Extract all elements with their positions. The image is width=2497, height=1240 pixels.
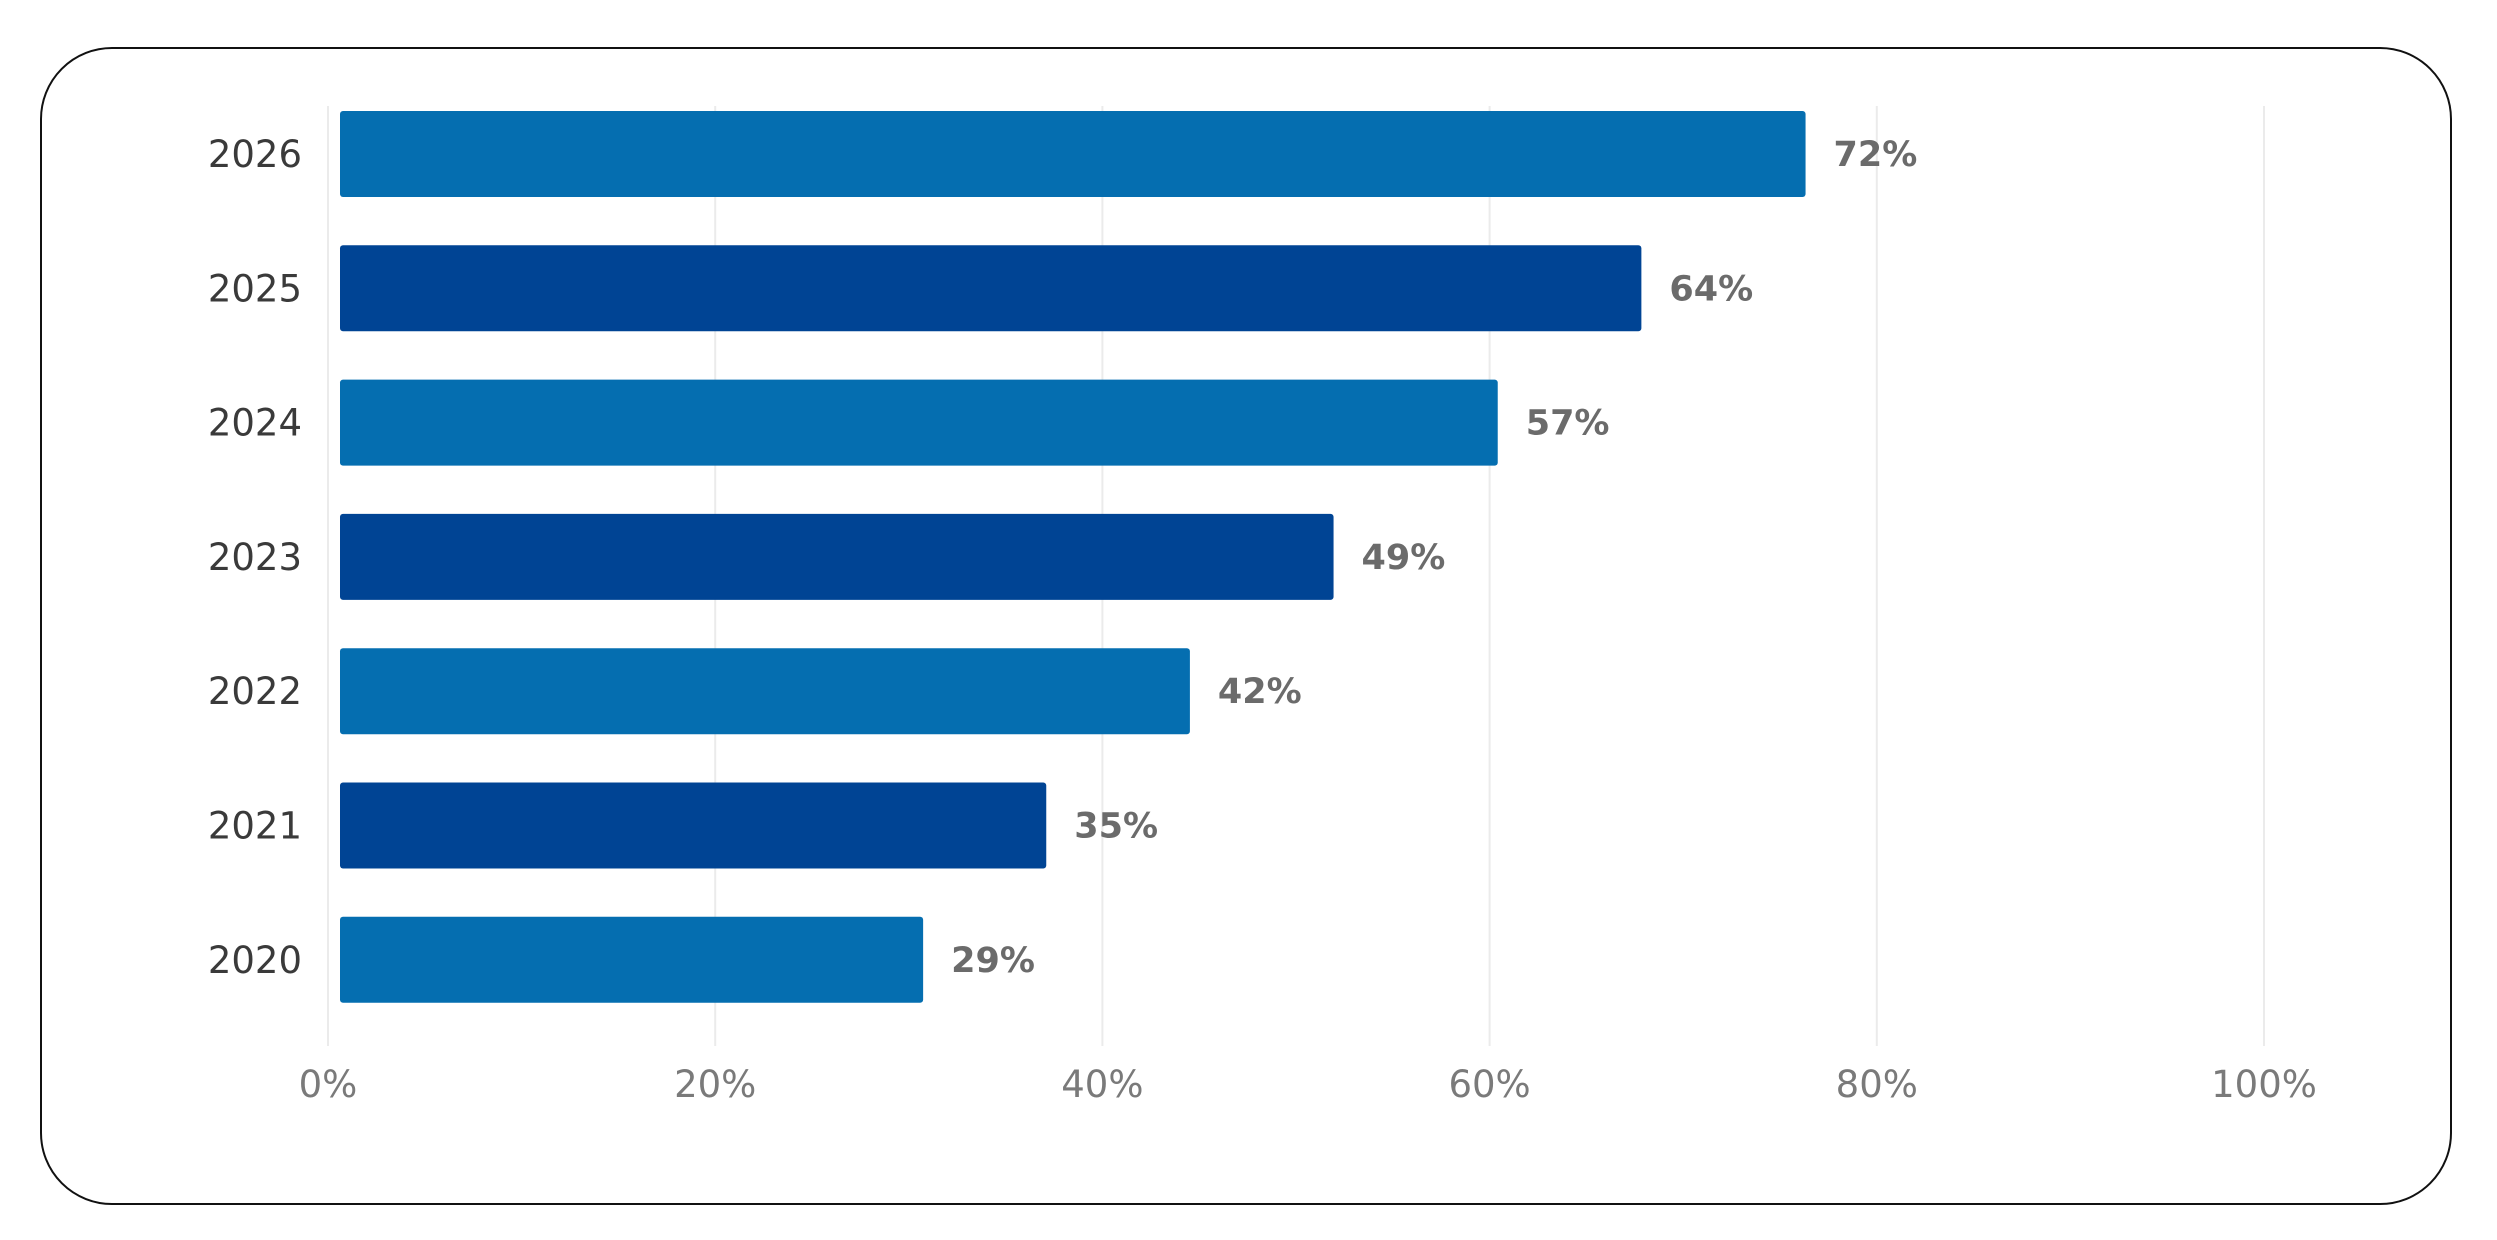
bars — [340, 111, 1806, 1003]
value-labels: 72% 64% 57% 49% 42% 35% 29% — [951, 135, 1917, 981]
category-label: 2022 — [208, 670, 302, 713]
bar — [340, 648, 1190, 735]
value-label: 35% — [1074, 807, 1158, 847]
x-tick-label: 80% — [1836, 1063, 1918, 1106]
category-label: 2024 — [208, 402, 302, 445]
category-label: 2021 — [208, 805, 302, 848]
x-tick-label: 40% — [1061, 1063, 1143, 1106]
category-label: 2020 — [208, 939, 302, 982]
bar — [340, 916, 924, 1003]
chart-card — [40, 47, 2452, 1205]
category-label: 2026 — [208, 133, 302, 176]
value-label: 64% — [1669, 269, 1753, 309]
value-label: 57% — [1526, 404, 1610, 444]
bar — [340, 379, 1498, 466]
bar — [340, 245, 1642, 332]
x-tick-label: 0% — [299, 1063, 358, 1106]
category-labels: 2026 2025 2024 2023 2022 2021 2020 — [208, 133, 302, 982]
category-label: 2025 — [208, 267, 302, 310]
value-label: 72% — [1834, 135, 1918, 175]
value-label: 29% — [951, 941, 1035, 981]
x-tick-label: 60% — [1448, 1063, 1530, 1106]
x-tick-label: 20% — [674, 1063, 756, 1106]
value-label: 49% — [1362, 538, 1446, 578]
bar — [340, 782, 1047, 869]
category-label: 2023 — [208, 536, 302, 579]
x-tick-label: 100% — [2211, 1063, 2317, 1106]
bar — [340, 513, 1334, 600]
x-axis-tick-labels: 0% 20% 40% 60% 80% 100% — [299, 1063, 2317, 1106]
bar — [340, 111, 1806, 197]
value-label: 42% — [1218, 672, 1302, 712]
